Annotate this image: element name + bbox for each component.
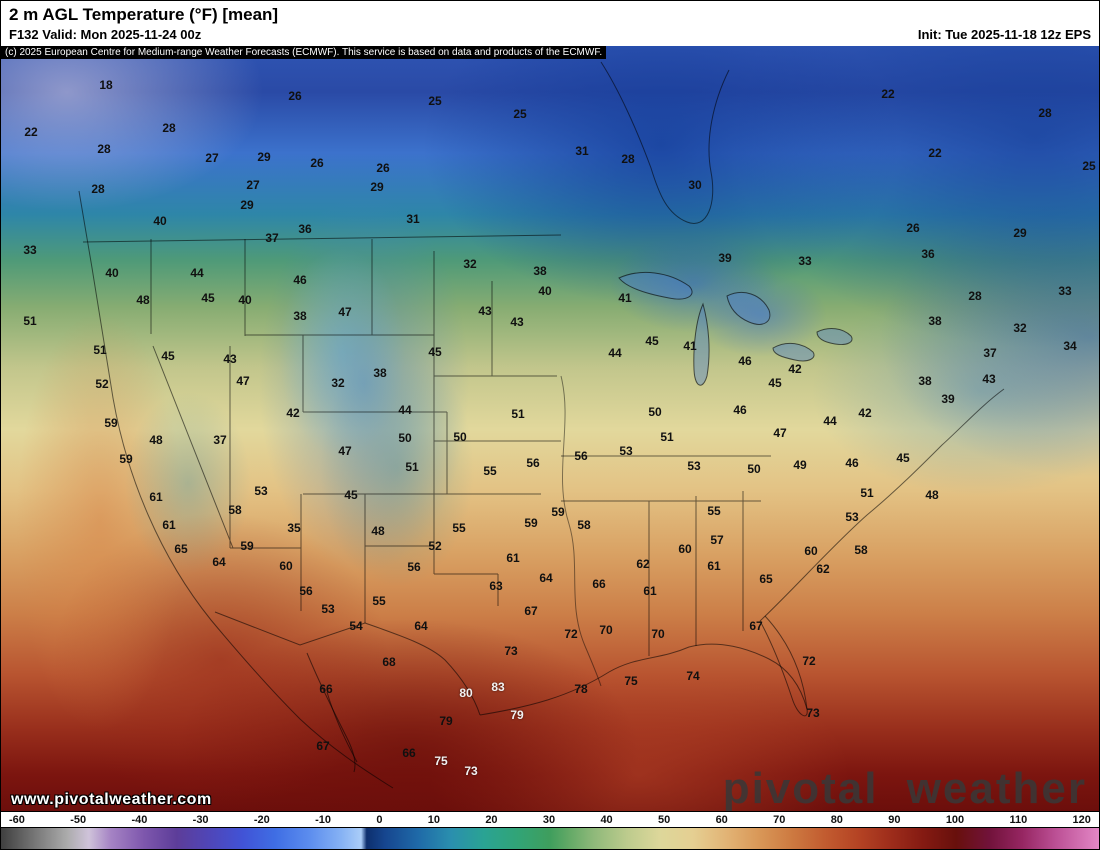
colorbar-tick: -60 xyxy=(9,813,25,826)
baja-outline-2 xyxy=(326,691,358,763)
gulf-coastline xyxy=(479,643,808,716)
colorbar-tick: 30 xyxy=(542,813,556,826)
temperature-field xyxy=(1,46,1099,813)
copyright-notice: (c) 2025 European Centre for Medium-rang… xyxy=(1,46,607,59)
temperature-map: (c) 2025 European Centre for Medium-rang… xyxy=(1,46,1099,813)
colorbar-tick: 80 xyxy=(830,813,843,826)
header: 2 m AGL Temperature (°F) [mean] F132 Val… xyxy=(1,1,1099,46)
colorbar-tick: -30 xyxy=(192,813,209,826)
lake-superior xyxy=(618,272,693,300)
watermark-brand: pivotal weather xyxy=(722,764,1087,813)
colorbar-gradient xyxy=(1,827,1099,849)
watermark-url: www.pivotalweather.com xyxy=(11,791,212,808)
init-time: Init: Tue 2025-11-18 12z EPS xyxy=(917,27,1091,42)
colorbar-ticks: -60 -50 -40 -30 -20 -10 0 10 20 30 40 50 60 70 80 90 100… xyxy=(1,812,1099,827)
colorbar-tick: 60 xyxy=(715,813,728,826)
mexico-border xyxy=(214,611,481,716)
page-title: 2 m AGL Temperature (°F) [mean] xyxy=(9,5,279,24)
colorbar-tick: 20 xyxy=(485,813,498,826)
colorbar-tick: 110 xyxy=(1009,813,1028,826)
lake-huron xyxy=(726,292,771,325)
colorbar-tick: 40 xyxy=(600,813,613,826)
colorbar-tick: -40 xyxy=(131,813,148,826)
hudson-bay-outline xyxy=(600,61,730,224)
colorbar-tick: 90 xyxy=(888,813,901,826)
baja-outline xyxy=(306,652,356,773)
colorbar-tick: 0 xyxy=(376,813,383,826)
lake-erie xyxy=(772,342,815,362)
colorbar-tick: 10 xyxy=(427,813,440,826)
colorbar-tick: -50 xyxy=(70,813,87,826)
atlantic-coastline xyxy=(759,388,1005,622)
colorbar-tick: 70 xyxy=(773,813,786,826)
lake-ontario xyxy=(816,328,853,345)
florida-outline xyxy=(759,615,808,717)
canada-border xyxy=(82,234,562,243)
colorbar-tick: 120 xyxy=(1072,813,1091,826)
colorbar-tick: 50 xyxy=(658,813,671,826)
mississippi-river xyxy=(560,375,602,687)
colorbar: -60 -50 -40 -30 -20 -10 0 10 20 30 40 50 60 70 80 90 100… xyxy=(1,811,1099,849)
pacific-coastline xyxy=(78,190,394,789)
lake-michigan xyxy=(693,302,710,386)
map-borders xyxy=(78,61,1005,789)
valid-time: F132 Valid: Mon 2025-11-24 00z xyxy=(9,27,202,42)
colorbar-tick: -20 xyxy=(253,813,270,826)
colorbar-tick: -10 xyxy=(315,813,331,826)
state-borders xyxy=(150,239,771,656)
colorbar-tick: 100 xyxy=(945,813,965,826)
